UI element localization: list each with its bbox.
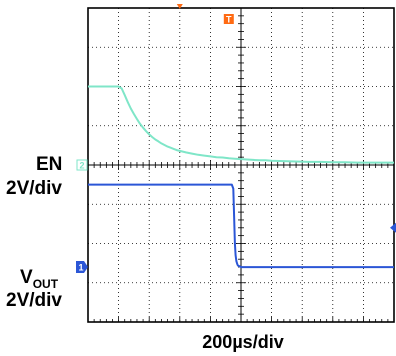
channel-2-scale: 2V/div [6,178,62,199]
traces [88,85,394,269]
trigger-level-marker [390,222,396,233]
trace-vout [88,183,394,269]
channel-markers: 2 1 T [76,4,396,274]
channel-2-marker-label: 2 [79,161,84,171]
channel-1-name: VOUT [20,267,59,291]
channel-1-name-sub: OUT [33,277,59,291]
channel-1-marker-label: 1 [78,263,83,273]
channel-2-marker-box [76,159,88,171]
channel-1-scale: 2V/div [6,290,62,311]
trigger-marker: T [223,14,234,25]
trigger-marker-box [223,14,234,24]
channel-1-marker-flag [76,261,88,274]
trigger-marker-label: T [226,15,232,25]
graticule [87,7,395,323]
trace-en [88,85,394,164]
channel-1-name-main: V [20,267,33,288]
channel-1-reference-marker: 1 [76,261,88,274]
trigger-position-marker [176,4,183,9]
channel-2-name: EN [36,154,62,175]
channel-2-reference-marker: 2 [76,159,88,171]
x-axis-label: 200µs/div [202,332,283,352]
